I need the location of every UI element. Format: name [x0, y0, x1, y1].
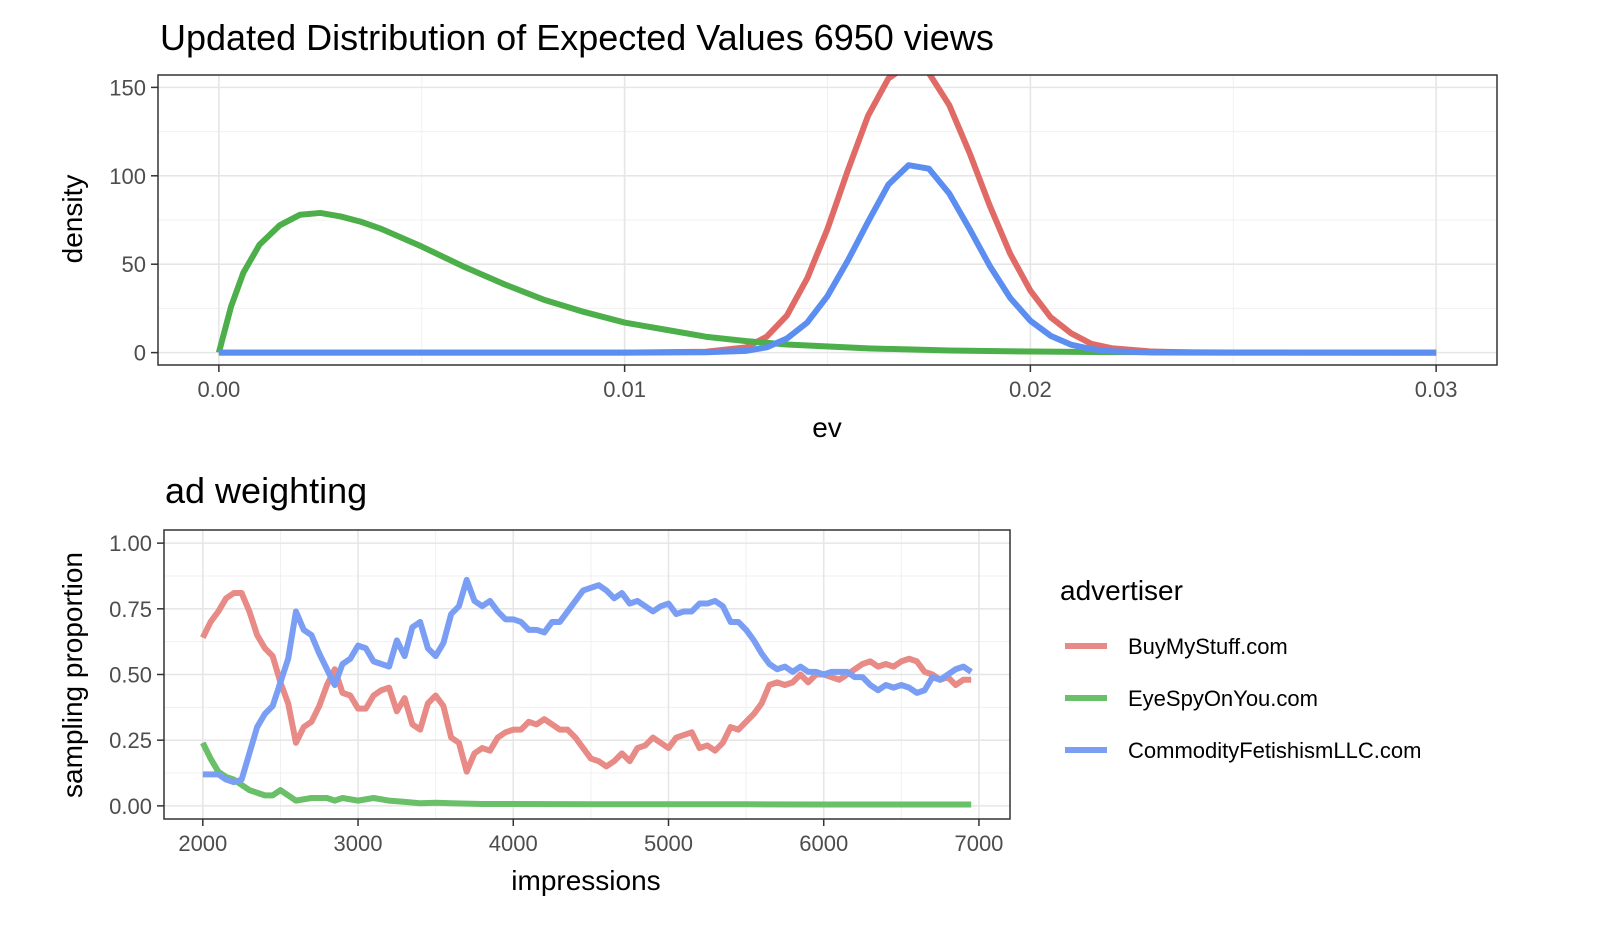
top-panel-border	[157, 74, 1498, 366]
bottom-x-tick-label: 7000	[954, 831, 1003, 856]
top-x-axis-title: ev	[812, 412, 842, 443]
bottom-y-tick-label: 0.25	[109, 728, 152, 753]
bottom-y-tick-label: 0.75	[109, 597, 152, 622]
bottom-x-tick-label: 4000	[489, 831, 538, 856]
bottom-x-tick-label: 3000	[334, 831, 383, 856]
legend-label-buymystuff-com: BuyMyStuff.com	[1128, 634, 1288, 659]
top-y-axis-title: density	[57, 175, 88, 264]
legend-title: advertiser	[1060, 575, 1183, 606]
bottom-line-commodityfetishismllc-com	[202, 576, 973, 786]
top-y-tick-label: 100	[109, 164, 146, 189]
top-plot-panel: 0.00 0.01 0.02 0.03 0 50 100 150	[109, 74, 1498, 402]
bottom-y-tick-label: 0.50	[109, 663, 152, 688]
bottom-plot-panel: 2000 3000 4000 5000 6000 7000 0.00 0.25 0.50 0.75…	[109, 529, 1011, 856]
top-x-tick-label: 0.03	[1415, 377, 1458, 402]
bottom-line-eyespyonyou-com	[200, 741, 972, 808]
top-x-tick-label: 0.01	[603, 377, 646, 402]
bottom-x-tick-label: 2000	[178, 831, 227, 856]
top-x-tick-label: 0.00	[197, 377, 240, 402]
top-plot-title: Updated Distribution of Expected Values …	[160, 17, 994, 58]
legend: BuyMyStuff.com EyeSpyOnYou.com CommodityFe…	[1065, 634, 1421, 763]
legend-label-commodityfetishismllc-com: CommodityFetishismLLC.com	[1128, 738, 1421, 763]
bottom-x-axis-title: impressions	[511, 865, 660, 896]
top-line-series-2	[215, 209, 1437, 356]
bottom-y-tick-label: 0.00	[109, 794, 152, 819]
legend-label-eyespyonyou-com: EyeSpyOnYou.com	[1128, 686, 1318, 711]
bottom-x-tick-label: 6000	[799, 831, 848, 856]
top-series-group	[215, 75, 1437, 356]
bottom-y-tick-label: 1.00	[109, 531, 152, 556]
bottom-y-axis-title: sampling proportion	[57, 552, 88, 798]
top-line-series-3	[218, 162, 1437, 356]
bottom-x-tick-label: 5000	[644, 831, 693, 856]
top-y-tick-label: 50	[122, 252, 146, 277]
top-y-tick-label: 150	[109, 75, 146, 100]
bottom-series-group	[200, 576, 973, 808]
bottom-plot-title: ad weighting	[165, 470, 367, 511]
top-y-tick-label: 0	[134, 341, 146, 366]
top-x-tick-label: 0.02	[1009, 377, 1052, 402]
